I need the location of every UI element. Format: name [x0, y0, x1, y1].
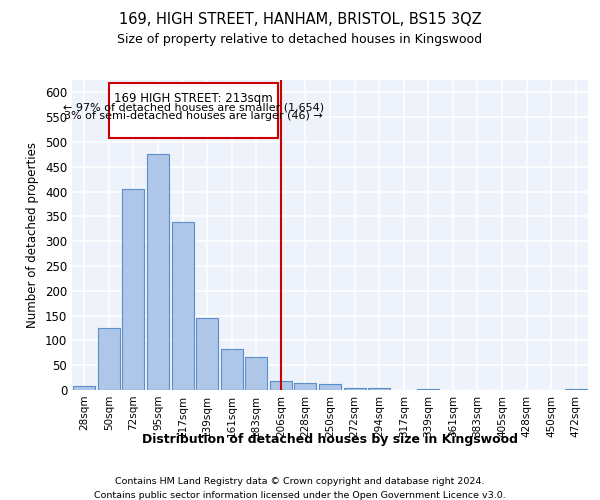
Bar: [147, 154, 169, 390]
Bar: [270, 381, 292, 390]
Bar: [221, 349, 243, 390]
Bar: [98, 328, 120, 390]
Bar: [319, 384, 341, 390]
Text: ← 97% of detached houses are smaller (1,654): ← 97% of detached houses are smaller (1,…: [63, 102, 324, 113]
Text: 169 HIGH STREET: 213sqm: 169 HIGH STREET: 213sqm: [114, 92, 273, 106]
Text: Contains HM Land Registry data © Crown copyright and database right 2024.: Contains HM Land Registry data © Crown c…: [115, 478, 485, 486]
Text: Distribution of detached houses by size in Kingswood: Distribution of detached houses by size …: [142, 432, 518, 446]
Bar: [122, 189, 145, 390]
Bar: [196, 318, 218, 390]
Bar: [565, 388, 587, 390]
Text: 169, HIGH STREET, HANHAM, BRISTOL, BS15 3QZ: 169, HIGH STREET, HANHAM, BRISTOL, BS15 …: [119, 12, 481, 28]
Text: 3% of semi-detached houses are larger (46) →: 3% of semi-detached houses are larger (4…: [64, 111, 323, 121]
Y-axis label: Number of detached properties: Number of detached properties: [26, 142, 40, 328]
Bar: [368, 388, 390, 390]
Bar: [73, 386, 95, 390]
Bar: [245, 358, 268, 390]
Bar: [295, 383, 316, 390]
Text: Contains public sector information licensed under the Open Government Licence v3: Contains public sector information licen…: [94, 491, 506, 500]
Bar: [172, 222, 194, 390]
Bar: [417, 388, 439, 390]
FancyBboxPatch shape: [109, 84, 278, 138]
Text: Size of property relative to detached houses in Kingswood: Size of property relative to detached ho…: [118, 32, 482, 46]
Bar: [344, 388, 365, 390]
